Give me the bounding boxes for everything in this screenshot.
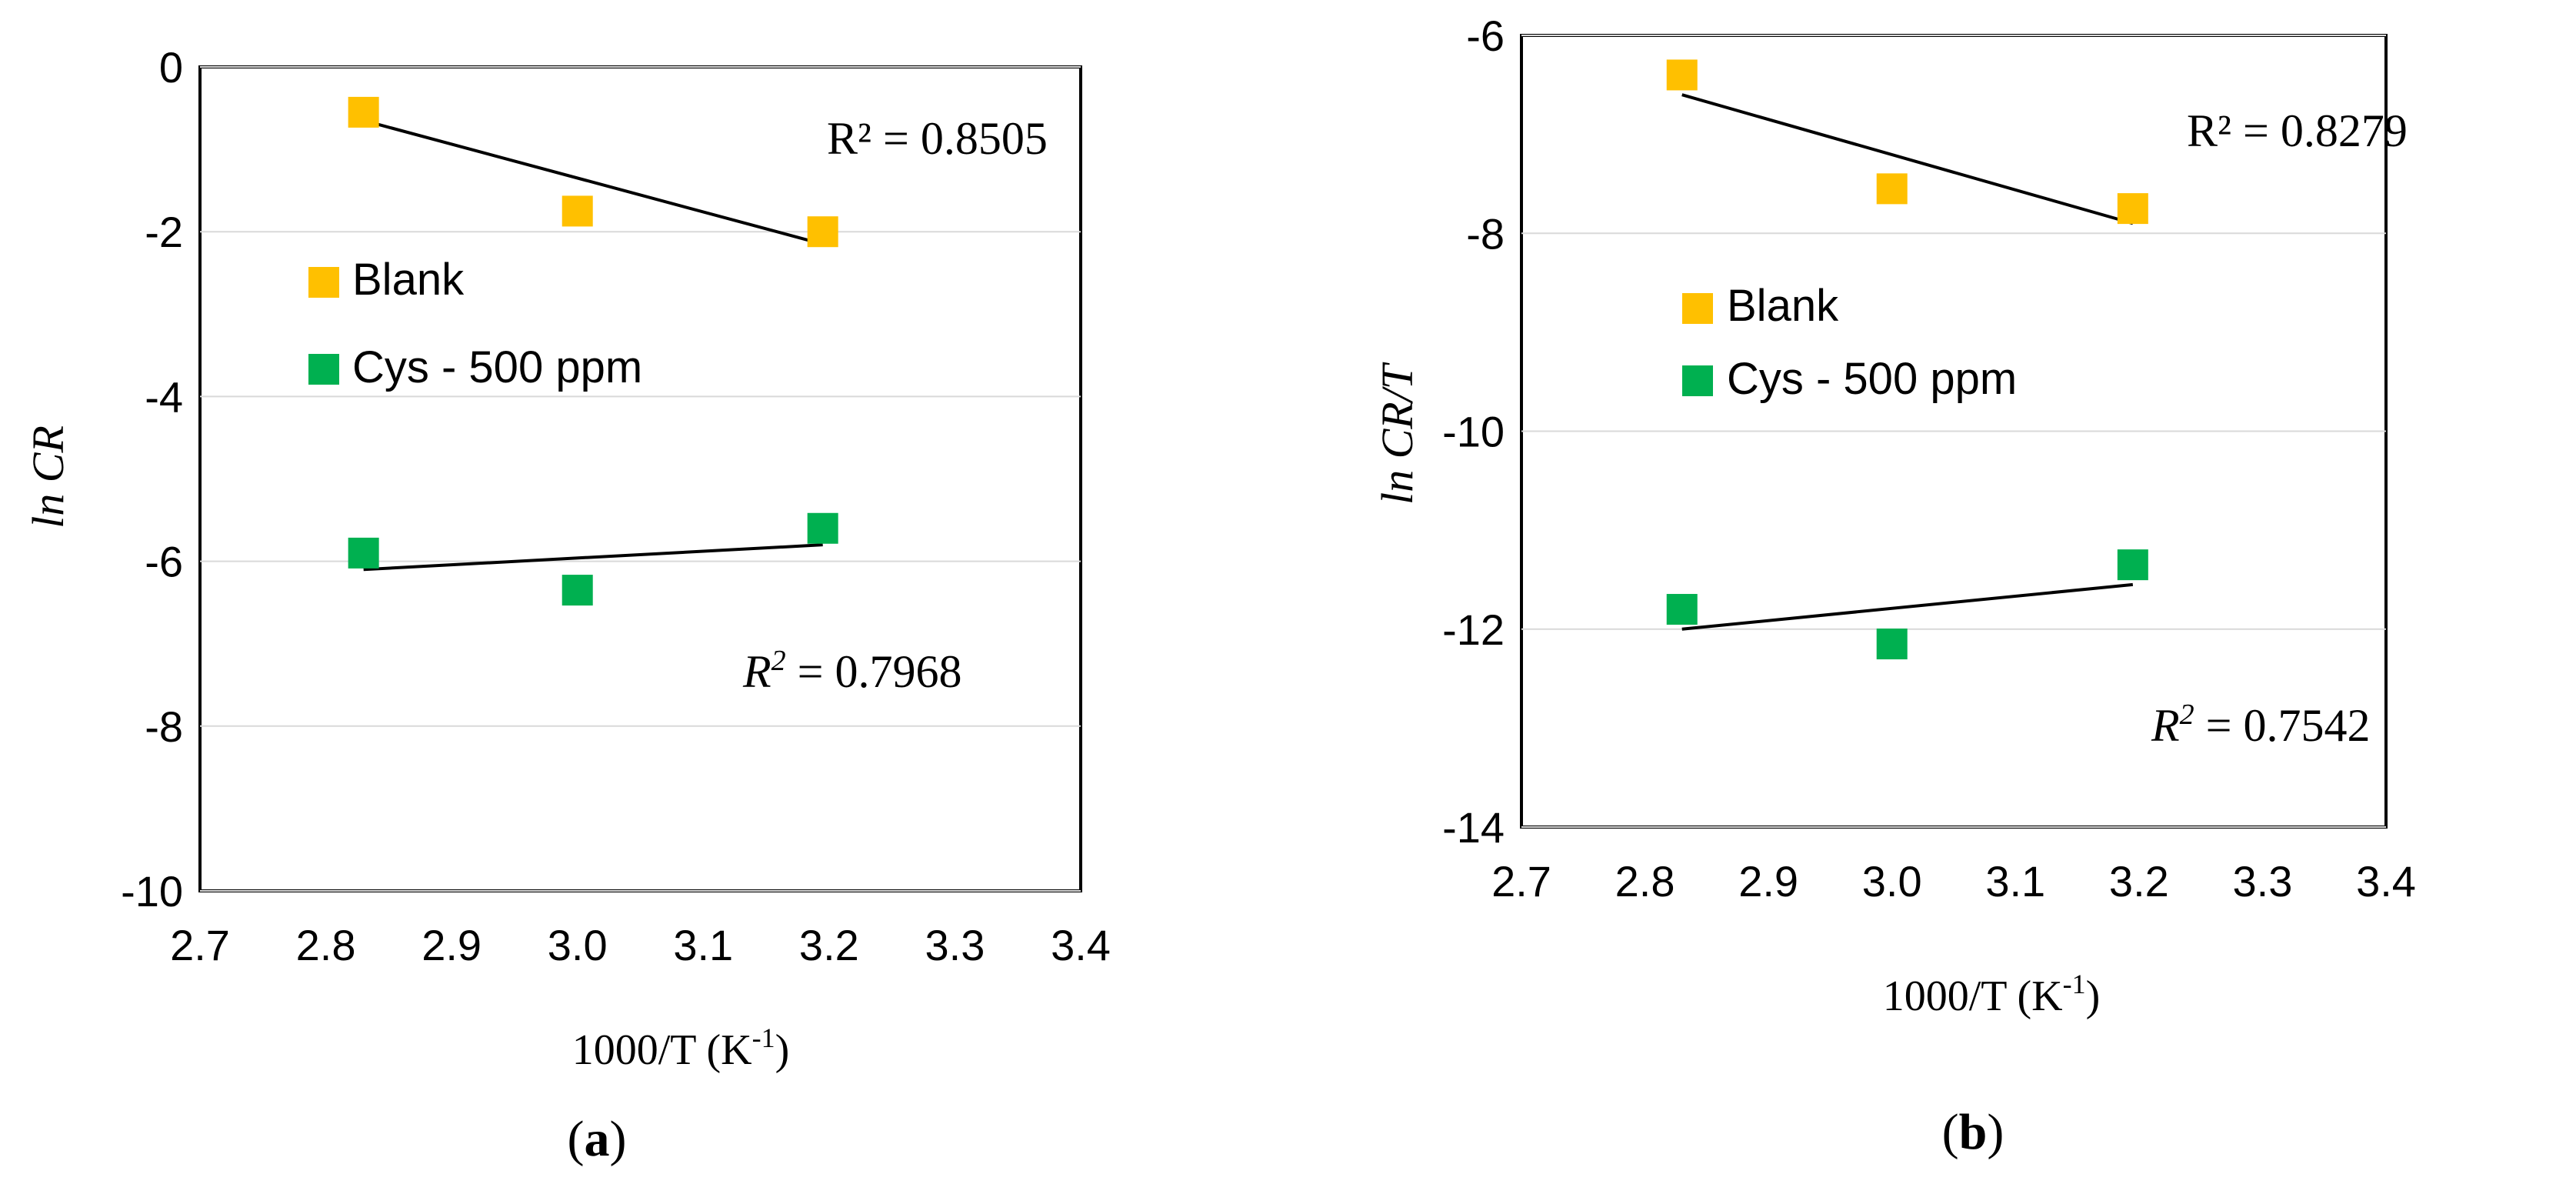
legend: Blank Cys - 500 ppm (308, 255, 642, 392)
y-tick-label: -12 (1442, 605, 1505, 654)
x-tick-label: 3.0 (548, 921, 608, 969)
y-tick-label: -14 (1442, 803, 1505, 852)
data-point-series-1 (348, 537, 379, 569)
r2-label-blank: R² = 0.8279 (2187, 105, 2408, 156)
legend-swatch-cys (308, 354, 339, 385)
y-tick-labels: 0 -2 -4 -6 -8 -10 (121, 43, 183, 916)
y-tick-label: -6 (145, 538, 183, 586)
data-point-series-0 (1666, 59, 1698, 91)
plot-area-frame (198, 65, 1082, 892)
x-tick-label: 3.2 (799, 921, 859, 969)
panel-label-letter: a (585, 1111, 610, 1167)
x-axis-title-close: ) (775, 1026, 790, 1074)
trendline-series-0 (1681, 93, 2134, 225)
x-tick-labels: 2.7 2.8 2.9 3.0 3.1 3.2 3.3 3.4 (1491, 857, 2416, 906)
trendlines (363, 118, 824, 572)
x-tick-label: 3.3 (2232, 857, 2292, 906)
x-tick-label: 3.4 (2356, 857, 2416, 906)
x-axis-title-sup: -1 (752, 1022, 775, 1053)
r2-label-cys-sup: 2 (2180, 699, 2194, 731)
r2-label-cys-sup: 2 (771, 645, 786, 677)
x-tick-label: 2.7 (170, 921, 230, 969)
y-axis-title: ln CR/T (1372, 362, 1422, 505)
x-axis-title: 1000/T (K-1) (572, 1022, 790, 1074)
y-tick-label: -10 (1442, 408, 1505, 456)
x-tick-label: 3.3 (925, 921, 985, 969)
x-axis-title-main: 1000/T (K (1883, 972, 2063, 1020)
data-point-series-1 (562, 575, 593, 606)
x-axis-title-close: ) (2086, 972, 2101, 1020)
trendline-series-0 (363, 118, 824, 246)
r2-label-cys-r: R (742, 646, 771, 697)
x-tick-labels: 2.7 2.8 2.9 3.0 3.1 3.2 3.3 3.4 (170, 921, 1111, 969)
panel-label: (a) (568, 1111, 627, 1167)
y-tick-label: 0 (159, 43, 183, 92)
gridlines (1521, 35, 2386, 828)
legend-label-cys: Cys - 500 ppm (1727, 354, 2017, 404)
x-tick-label: 3.1 (1985, 857, 2045, 906)
data-point-series-1 (2117, 549, 2148, 581)
x-tick-label: 2.9 (1738, 857, 1798, 906)
x-tick-label: 2.8 (296, 921, 356, 969)
trendline-series-1 (363, 543, 823, 572)
y-tick-label: -2 (145, 208, 183, 256)
x-tick-label: 2.8 (1615, 857, 1675, 906)
r2-label-cys-value: = 0.7968 (786, 646, 962, 697)
legend-label-blank: Blank (352, 255, 465, 305)
legend-swatch-blank (308, 267, 339, 298)
data-point-series-1 (1876, 629, 1908, 660)
panel-label: (b) (1942, 1104, 2004, 1160)
x-tick-label: 2.9 (422, 921, 482, 969)
r2-label-cys: R2 = 0.7542 (2151, 699, 2371, 751)
y-axis-title: ln CR (23, 425, 73, 529)
y-tick-label: -8 (145, 702, 183, 751)
legend-swatch-cys (1682, 365, 1713, 396)
x-tick-label: 3.1 (673, 921, 733, 969)
legend: Blank Cys - 500 ppm (1682, 281, 2017, 404)
y-tick-label: -6 (1466, 12, 1505, 60)
panel-b-chart: -6-8-10-12-14 2.7 2.8 2.9 3.0 3.1 3.2 3.3 3.4 B… (1372, 12, 2416, 1160)
x-tick-label: 3.0 (1862, 857, 1922, 906)
data-point-series-0 (807, 216, 838, 248)
data-point-series-0 (1876, 173, 1908, 205)
data-markers (348, 96, 838, 606)
trendline-series-1 (1681, 582, 2134, 631)
y-tick-label: -10 (121, 867, 183, 916)
panel-label-letter: b (1959, 1104, 1988, 1160)
legend-label-blank: Blank (1727, 281, 1839, 331)
x-tick-label: 3.2 (2109, 857, 2169, 906)
data-point-series-0 (2117, 193, 2148, 225)
data-point-series-1 (1666, 594, 1698, 625)
x-tick-label: 3.4 (1051, 921, 1111, 969)
legend-swatch-blank (1682, 293, 1713, 324)
data-point-series-1 (807, 512, 838, 544)
data-point-series-0 (348, 96, 379, 128)
y-tick-label: -8 (1466, 209, 1505, 258)
trendlines (1681, 93, 2134, 631)
legend-label-cys: Cys - 500 ppm (352, 342, 642, 392)
r2-label-cys-r: R (2151, 700, 2180, 751)
x-axis-title-sup: -1 (2063, 969, 2086, 999)
x-tick-label: 2.7 (1491, 857, 1551, 906)
r2-label-cys: R2 = 0.7968 (742, 645, 962, 697)
x-axis-title-main: 1000/T (K (572, 1026, 752, 1074)
y-tick-label: -4 (145, 372, 183, 421)
r2-label-blank: R² = 0.8505 (827, 113, 1048, 164)
x-axis-title: 1000/T (K-1) (1883, 969, 2101, 1020)
data-markers (1666, 59, 2148, 660)
data-point-series-0 (562, 195, 593, 227)
panel-a-chart: 0 -2 -4 -6 -8 -10 2.7 2.8 2.9 3.0 3.1 3.2 3.3 3.4 Bl… (23, 43, 1111, 1167)
gridlines (200, 66, 1081, 892)
y-tick-labels: -6 -8 -10 -12 -14 (1442, 12, 1505, 852)
r2-label-cys-value: = 0.7542 (2194, 700, 2371, 751)
